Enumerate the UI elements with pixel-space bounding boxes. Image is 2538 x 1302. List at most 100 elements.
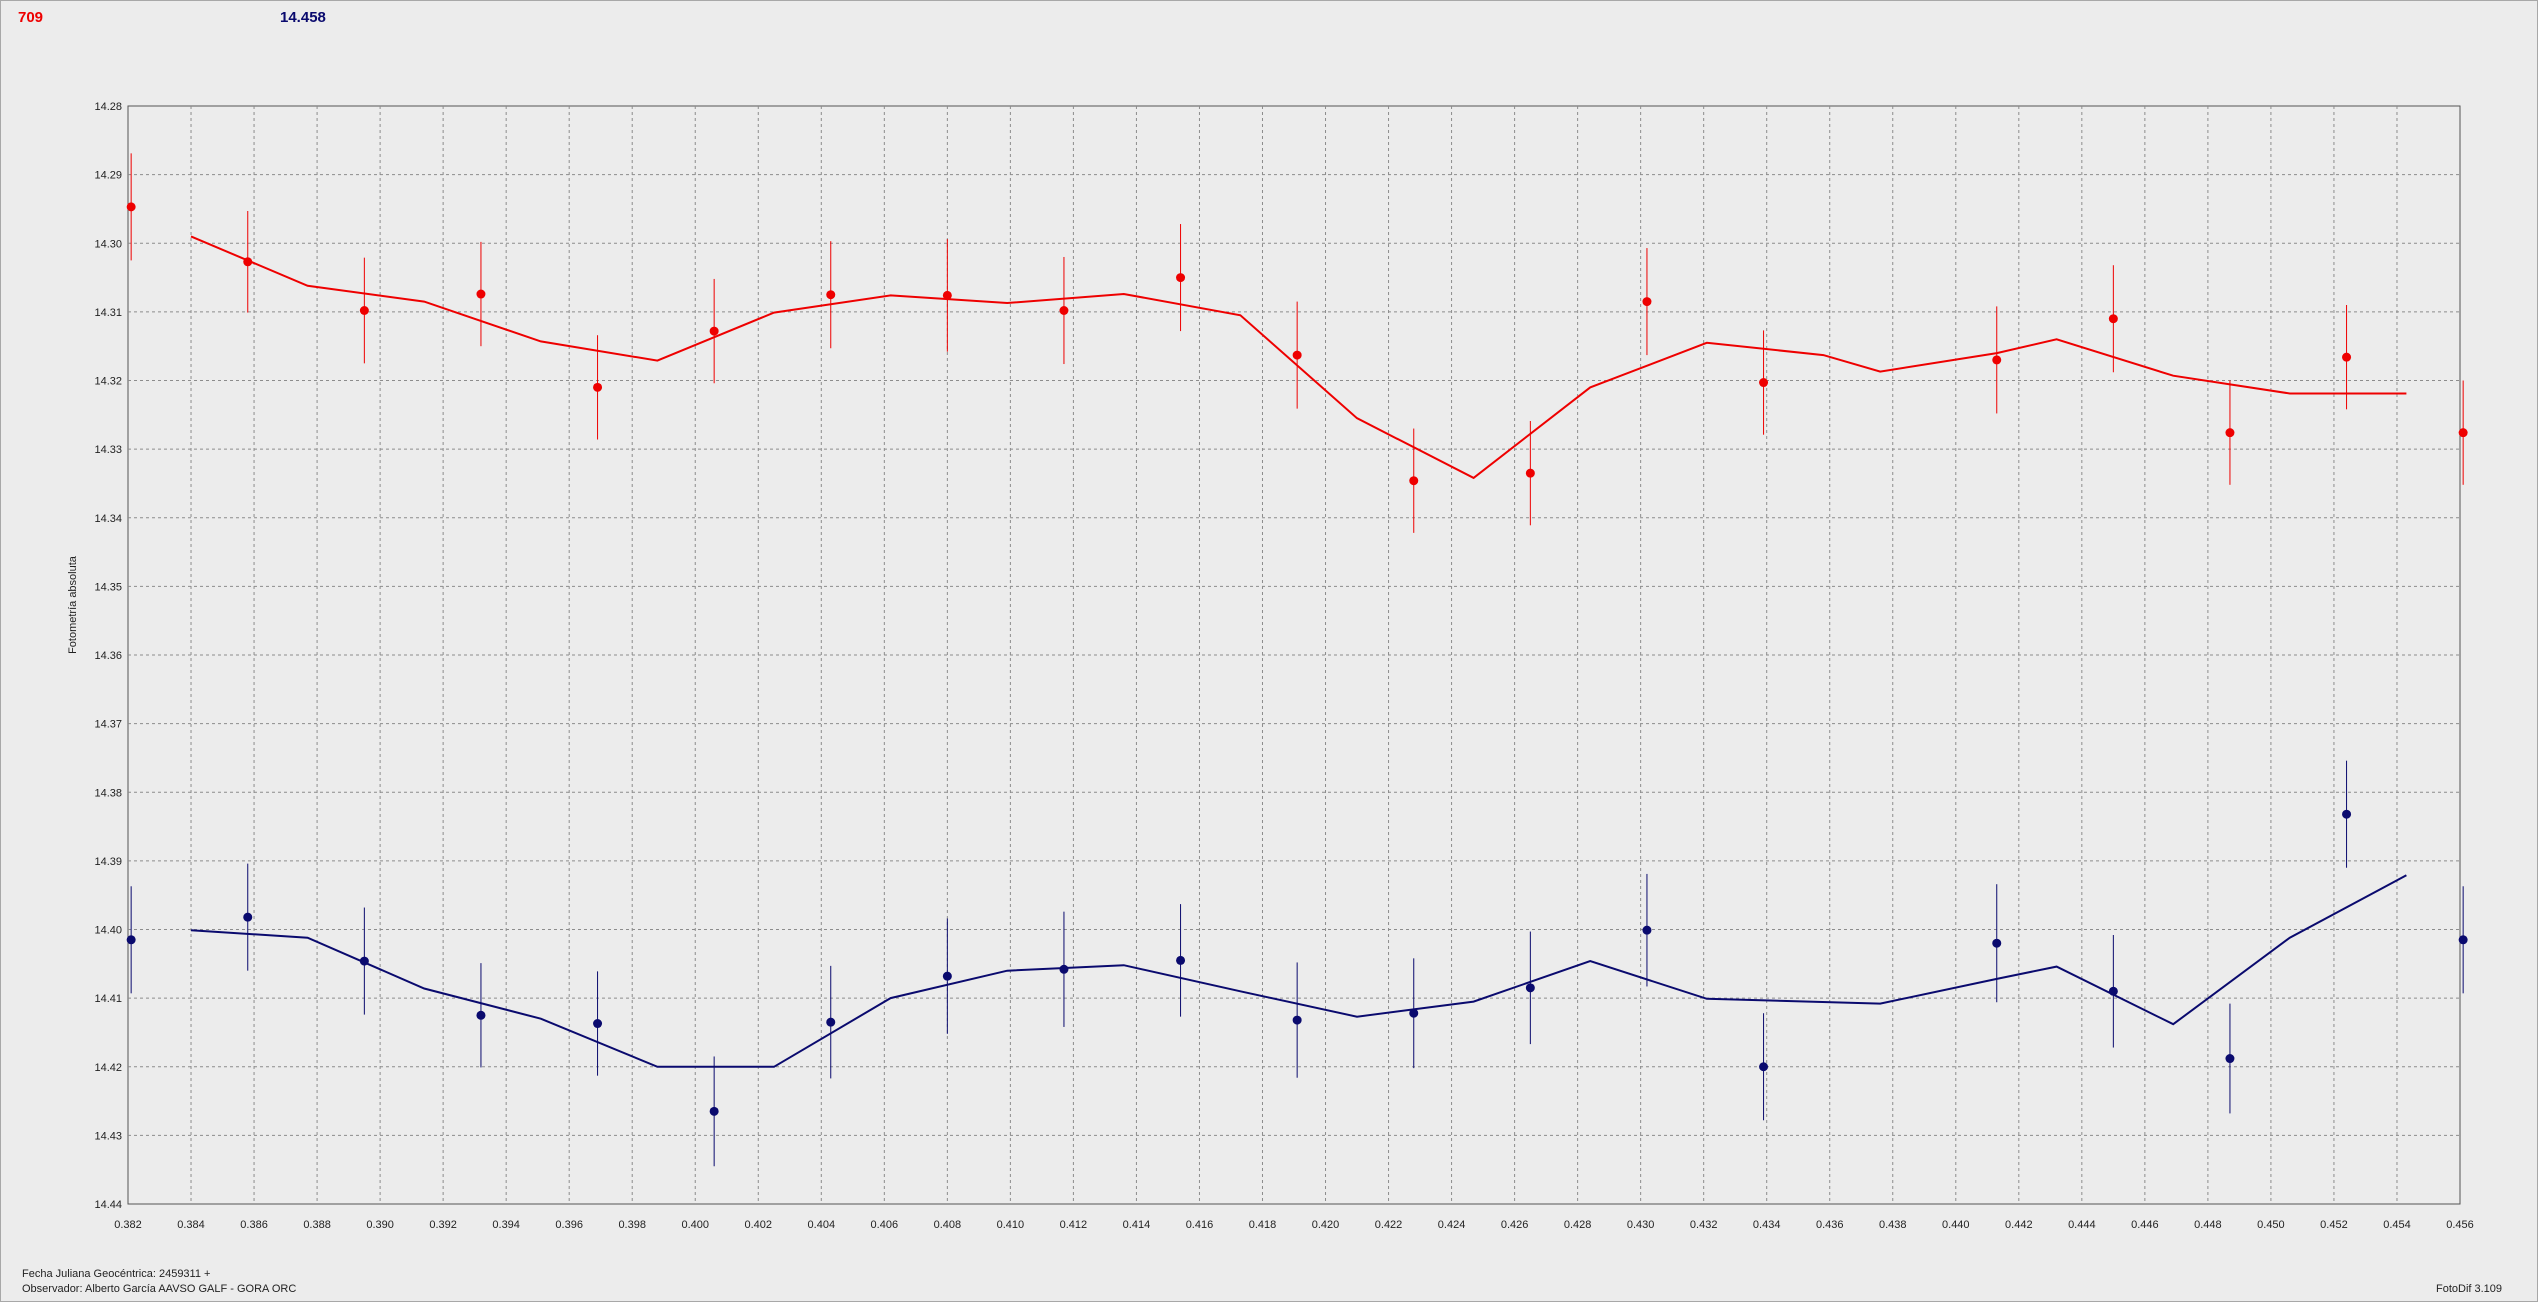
x-tick-label: 0.432 <box>1690 1219 1718 1231</box>
y-tick-label: 14.35 <box>94 581 122 593</box>
x-tick-label: 0.446 <box>2131 1219 2159 1231</box>
x-tick-label: 0.404 <box>808 1219 836 1231</box>
y-tick-label: 14.44 <box>94 1199 122 1211</box>
series-1-point <box>243 912 253 922</box>
y-tick-label: 14.34 <box>94 513 122 525</box>
x-tick-label: 0.430 <box>1627 1219 1655 1231</box>
x-tick-label: 0.382 <box>114 1219 142 1231</box>
x-tick-label: 0.422 <box>1375 1219 1403 1231</box>
x-tick-label: 0.388 <box>303 1219 331 1231</box>
series-0-point <box>2458 428 2468 438</box>
series-0-point <box>2225 428 2235 438</box>
x-tick-label: 0.434 <box>1753 1219 1781 1231</box>
series-0-point <box>1525 468 1535 478</box>
y-tick-label: 14.32 <box>94 376 122 388</box>
y-tick-label: 14.42 <box>94 1062 122 1074</box>
x-tick-label: 0.410 <box>997 1219 1025 1231</box>
series-0-point <box>1059 306 1069 316</box>
x-tick-label: 0.398 <box>618 1219 646 1231</box>
footer-date-line: Fecha Juliana Geocéntrica: 2459311 + <box>22 1268 211 1280</box>
series-1-point <box>826 1017 836 1027</box>
x-tick-label: 0.414 <box>1123 1219 1151 1231</box>
y-tick-label: 14.39 <box>94 856 122 868</box>
series-1-point <box>1292 1015 1302 1025</box>
series-1-point <box>2458 935 2468 945</box>
footer-version: FotoDif 3.109 <box>2436 1283 2503 1295</box>
x-tick-label: 0.438 <box>1879 1219 1907 1231</box>
x-tick-label: 0.448 <box>2194 1219 2222 1231</box>
x-tick-label: 0.400 <box>681 1219 709 1231</box>
series-0-point <box>243 257 253 267</box>
x-tick-label: 0.440 <box>1942 1219 1970 1231</box>
x-tick-label: 0.406 <box>871 1219 899 1231</box>
series-0-point <box>1992 355 2002 365</box>
series-1-point <box>359 956 369 966</box>
x-tick-label: 0.394 <box>492 1219 520 1231</box>
series-0-point <box>593 382 603 392</box>
x-tick-label: 0.442 <box>2005 1219 2033 1231</box>
series-0-point <box>1642 297 1652 307</box>
series-1-point <box>126 935 136 945</box>
series-1-fit-line <box>190 874 2407 1068</box>
series-0-point <box>126 202 136 212</box>
series-0-point <box>2108 314 2118 324</box>
header-mid-value: 14.458 <box>280 9 326 26</box>
x-tick-label: 0.384 <box>177 1219 205 1231</box>
y-tick-label: 14.29 <box>94 170 122 182</box>
footer-observer-line: Observador: Alberto García AAVSO GALF - … <box>22 1283 297 1295</box>
series-0-point <box>942 290 952 300</box>
x-tick-label: 0.392 <box>429 1219 457 1231</box>
x-tick-label: 0.454 <box>2383 1219 2411 1231</box>
series-1-point <box>1992 938 2002 948</box>
series-1-point <box>593 1019 603 1029</box>
x-tick-label: 0.418 <box>1249 1219 1277 1231</box>
series-0-point <box>2342 352 2352 362</box>
series-1-point <box>2225 1054 2235 1064</box>
y-tick-label: 14.40 <box>94 925 122 937</box>
x-tick-label: 0.408 <box>934 1219 962 1231</box>
x-tick-label: 0.386 <box>240 1219 268 1231</box>
series-0-point <box>826 290 836 300</box>
series-1-point <box>1176 955 1186 965</box>
y-tick-label: 14.31 <box>94 307 122 319</box>
x-tick-label: 0.390 <box>366 1219 394 1231</box>
series-1-point <box>1759 1062 1769 1072</box>
series-0-point <box>359 306 369 316</box>
series-0-point <box>1292 350 1302 360</box>
y-tick-label: 14.38 <box>94 787 122 799</box>
y-tick-label: 14.33 <box>94 444 122 456</box>
x-tick-label: 0.444 <box>2068 1219 2096 1231</box>
series-1-point <box>1642 925 1652 935</box>
x-tick-label: 0.456 <box>2446 1219 2474 1231</box>
y-tick-label: 14.43 <box>94 1130 122 1142</box>
x-tick-label: 0.420 <box>1312 1219 1340 1231</box>
x-tick-label: 0.428 <box>1564 1219 1592 1231</box>
y-tick-label: 14.28 <box>94 101 122 113</box>
series-1-point <box>1409 1008 1419 1018</box>
y-axis-label: Fotometría absoluta <box>67 555 79 654</box>
series-0-point <box>1409 476 1419 486</box>
series-1-point <box>709 1106 719 1116</box>
series-0-point <box>476 289 486 299</box>
x-tick-label: 0.396 <box>555 1219 583 1231</box>
y-tick-label: 14.36 <box>94 650 122 662</box>
series-1-point <box>1525 983 1535 993</box>
series-1-point <box>942 971 952 981</box>
series-0-point <box>709 326 719 336</box>
series-1-point <box>1059 964 1069 974</box>
series-0-fit-line <box>190 235 2407 480</box>
y-tick-label: 14.30 <box>94 238 122 250</box>
series-0-point <box>1759 378 1769 388</box>
series-1-point <box>2342 809 2352 819</box>
x-tick-label: 0.402 <box>745 1219 773 1231</box>
y-tick-label: 14.37 <box>94 719 122 731</box>
y-tick-label: 14.41 <box>94 993 122 1005</box>
header-left-value: 709 <box>18 9 44 26</box>
x-tick-label: 0.426 <box>1501 1219 1529 1231</box>
series-1-point <box>2108 986 2118 996</box>
series-0-point <box>1176 273 1186 283</box>
x-tick-label: 0.416 <box>1186 1219 1214 1231</box>
x-tick-label: 0.452 <box>2320 1219 2348 1231</box>
x-tick-label: 0.424 <box>1438 1219 1466 1231</box>
